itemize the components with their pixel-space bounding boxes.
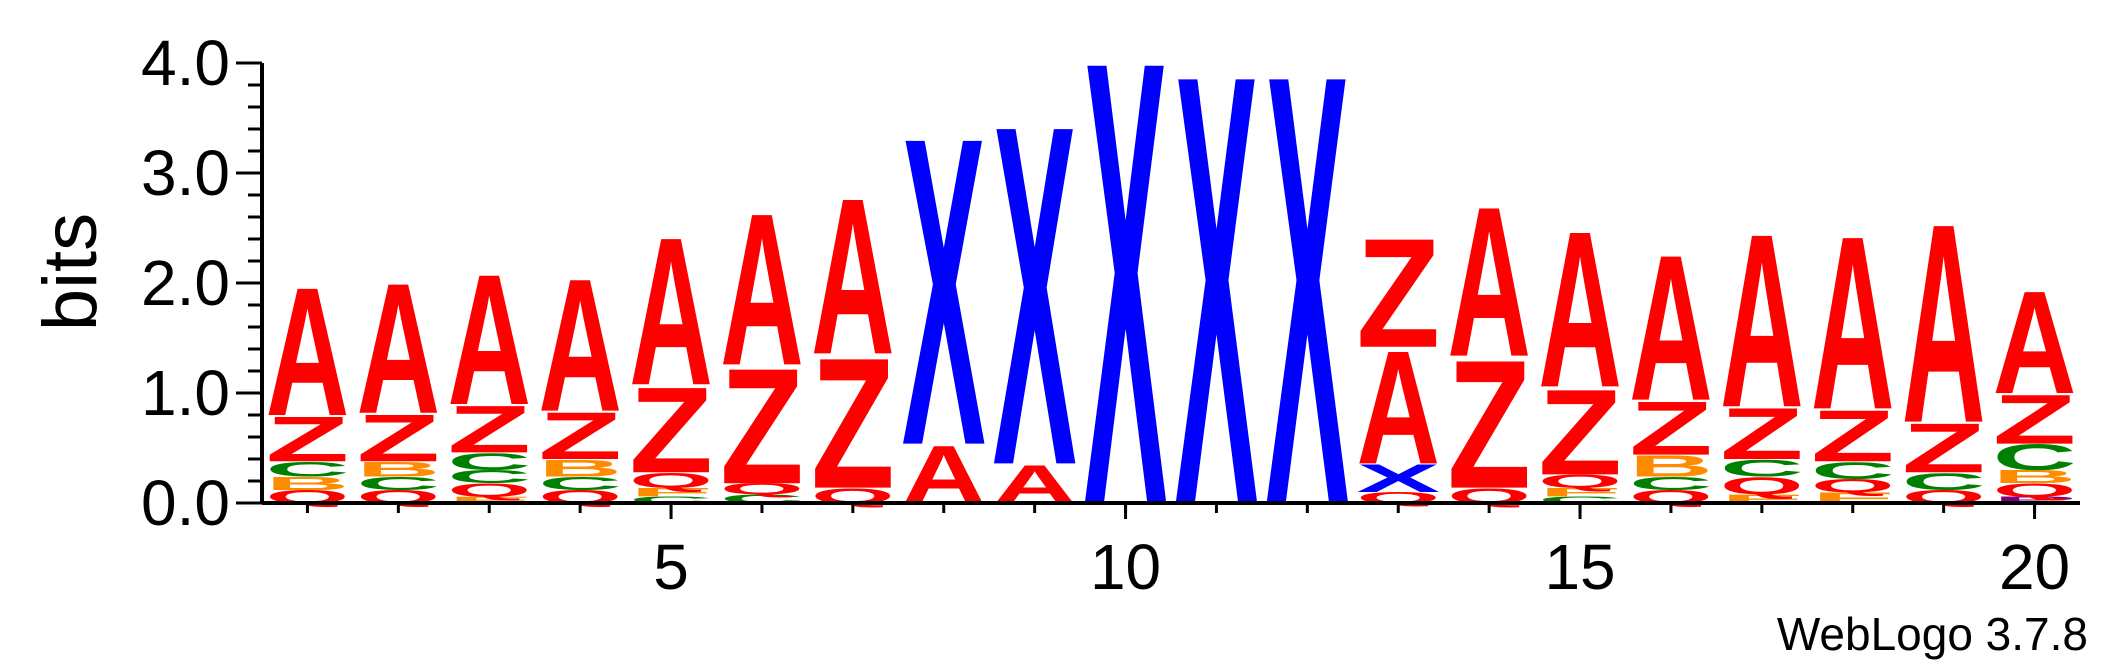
logo-letter-F: F xyxy=(1538,485,1622,499)
logo-letter-Z: Z xyxy=(1538,364,1622,500)
logo-letter-C: C xyxy=(1720,455,1804,482)
logo-letter-C: C xyxy=(266,457,350,481)
logo-letter-X: X xyxy=(1175,0,1259,635)
logo-letter-A: A xyxy=(629,195,713,430)
y-axis-label: bits xyxy=(28,213,113,331)
logo-letter-F: F xyxy=(447,495,531,505)
logo-letter-C: C xyxy=(447,467,531,487)
logo-letter-Q: Q xyxy=(1538,471,1622,491)
logo-letter-C: C xyxy=(1538,495,1622,505)
x-tick-label: 10 xyxy=(1090,531,1161,603)
logo-letter-Z: Z xyxy=(1993,380,2077,459)
logo-letter-X: X xyxy=(1266,0,1350,635)
logo-letter-A: A xyxy=(266,249,350,454)
logo-letter-C: C xyxy=(1902,468,1986,495)
logo-letter-Z: Z xyxy=(811,320,895,528)
logo-letter-C: C xyxy=(629,495,713,505)
logo-letter-Z: Z xyxy=(629,362,713,498)
logo-letter-Q: Q xyxy=(1720,473,1804,500)
y-tick-label: 0.0 xyxy=(141,467,230,539)
logo-letter-Z: Z xyxy=(357,401,441,476)
logo-letter-Q: Q xyxy=(447,480,531,500)
logo-letter-A: A xyxy=(1356,317,1440,498)
logo-letter-A: A xyxy=(1902,164,1986,482)
weblogo-version-label: WebLogo 3.7.8 xyxy=(1777,608,2088,660)
logo-letter-X: X xyxy=(1356,456,1440,500)
logo-letter-Z: Z xyxy=(447,392,531,467)
logo-letter-B: B xyxy=(538,455,622,482)
logo-letter-C: C xyxy=(1629,473,1713,493)
x-axis: 5 10 15 20 xyxy=(262,501,2080,603)
logo-letter-A: A xyxy=(357,245,441,453)
logo-letter-Z: Z xyxy=(266,403,350,475)
logo-letter-Q: Q xyxy=(1993,480,2077,500)
logo-letter-A: A xyxy=(1720,182,1804,459)
logo-letter-Z: Z xyxy=(1902,409,1986,488)
logo-letter-A: A xyxy=(1538,186,1622,435)
logo-letter-X: X xyxy=(902,46,986,538)
logo-letter-Z: Z xyxy=(1811,395,1895,477)
y-tick-label: 3.0 xyxy=(141,137,230,209)
logo-letter-C: C xyxy=(1811,457,1895,484)
logo-letter-C: C xyxy=(538,473,622,493)
logo-letter-B: B xyxy=(1629,450,1713,484)
logo-letter-B: B xyxy=(357,457,441,481)
logo-letter-Q: Q xyxy=(629,468,713,492)
x-tick-label: 5 xyxy=(653,531,689,603)
logo-letter-B: B xyxy=(1993,467,2077,487)
logo-letter-A: A xyxy=(1811,184,1895,461)
logo-letter-A: A xyxy=(1993,261,2077,424)
y-tick-label: 2.0 xyxy=(141,247,230,319)
logo-letter-X: X xyxy=(993,26,1077,568)
logo-letter-A: A xyxy=(720,169,804,412)
logo-letter-B: B xyxy=(266,473,350,493)
logo-letter-A: A xyxy=(1629,212,1713,444)
logo-letter-F: F xyxy=(629,485,713,499)
logo-letter-P: P xyxy=(1993,495,2077,505)
logo-letter-C: C xyxy=(447,448,531,475)
logo-letter-C: C xyxy=(357,473,441,493)
logo-letter-Z: Z xyxy=(538,398,622,473)
logo-letter-Z: Z xyxy=(1720,393,1804,475)
y-tick-label: 4.0 xyxy=(141,27,230,99)
logo-letter-A: A xyxy=(447,236,531,444)
logo-letter-Z: Z xyxy=(1629,385,1713,471)
y-axis: 0.0 1.0 2.0 3.0 4.0 xyxy=(141,27,264,539)
x-tick-label: 20 xyxy=(1999,531,2070,603)
logo-letter-C: C xyxy=(1993,437,2077,478)
x-tick-label: 15 xyxy=(1544,531,1615,603)
y-tick-label: 1.0 xyxy=(141,357,230,429)
logo-letter-Q: Q xyxy=(1811,476,1895,496)
logo-letter-Z: Z xyxy=(1447,322,1531,527)
logo-letter-Z: Z xyxy=(720,335,804,520)
logo-letter-A: A xyxy=(811,153,895,402)
logo-letter-X: X xyxy=(1084,0,1168,639)
logo-letter-Z: Z xyxy=(1356,208,1440,381)
logo-letter-A: A xyxy=(538,241,622,451)
logo-letter-A: A xyxy=(1447,162,1531,401)
logo-letter-Q: Q xyxy=(720,480,804,497)
